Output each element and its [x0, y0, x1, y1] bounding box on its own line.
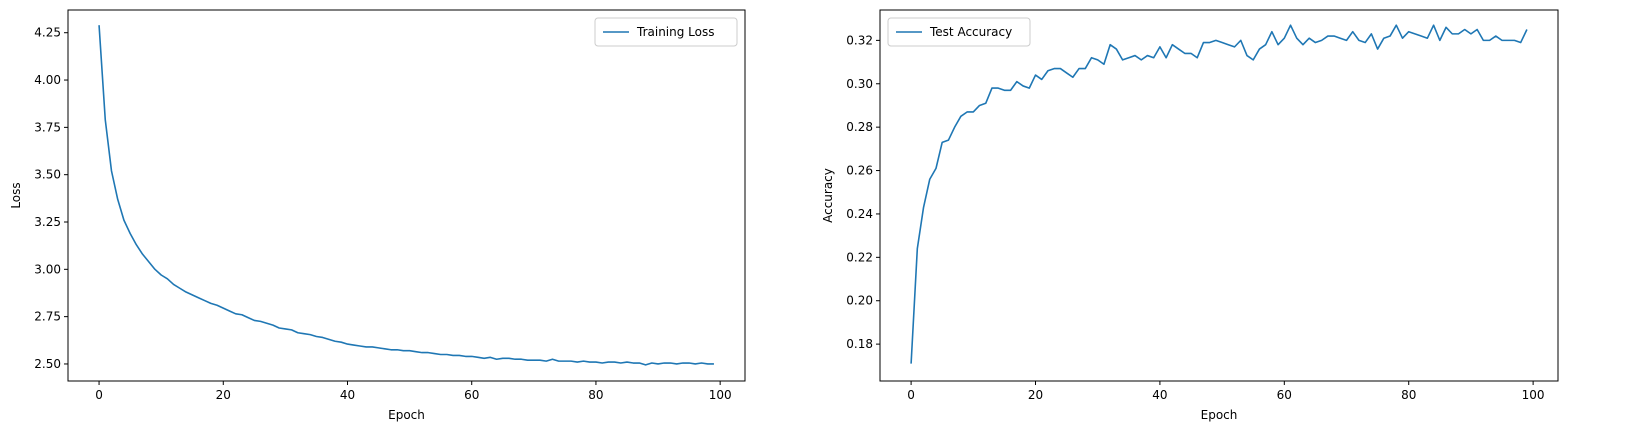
- chart2-x-tick-label: 80: [1401, 388, 1416, 402]
- chart1-y-tick-label: 3.75: [34, 120, 61, 134]
- chart1-x-tick-label: 0: [95, 388, 103, 402]
- chart1-x-axis-label: Epoch: [388, 408, 425, 422]
- chart1-series-line: [98, 25, 714, 366]
- chart2-y-tick-label: 0.24: [846, 207, 873, 221]
- chart2-y-tick-label: 0.20: [846, 294, 873, 308]
- chart1-legend-box: [594, 17, 738, 47]
- chart1-y-tick-label: 4.00: [34, 73, 61, 87]
- chart1-y-tick-label: 2.50: [34, 357, 61, 371]
- chart1-y-tick-label: 3.50: [34, 168, 61, 182]
- chart1-legend-label: Training Loss: [636, 25, 714, 39]
- chart1-y-tick-label: 2.75: [34, 310, 61, 324]
- chart1-y-tick-label: 4.25: [34, 26, 61, 40]
- chart2-y-tick-label: 0.26: [846, 164, 873, 178]
- chart2-x-tick-label: 20: [1028, 388, 1043, 402]
- chart2-legend-box: [887, 17, 1031, 47]
- chart2-x-tick-label: 0: [907, 388, 915, 402]
- chart2-plot-frame: [879, 9, 1559, 382]
- chart1-plot-frame: [67, 9, 746, 382]
- chart1-x-tick-label: 100: [709, 388, 732, 402]
- chart1-y-tick-label: 3.00: [34, 262, 61, 276]
- chart1-y-axis-label: Loss: [9, 182, 23, 208]
- chart2-x-tick-label: 60: [1277, 388, 1292, 402]
- chart2-y-tick-label: 0.30: [846, 77, 873, 91]
- chart2-y-tick-label: 0.32: [846, 33, 873, 47]
- chart2-x-tick-label: 40: [1152, 388, 1167, 402]
- chart2-y-axis-label: Accuracy: [821, 168, 835, 223]
- chart2-x-tick-label: 100: [1522, 388, 1545, 402]
- chart1-x-tick-label: 80: [588, 388, 603, 402]
- chart2-legend-label: Test Accuracy: [929, 25, 1012, 39]
- chart1-y-tick-label: 3.25: [34, 215, 61, 229]
- chart2-y-tick-label: 0.18: [846, 337, 873, 351]
- chart2-y-tick-label: 0.22: [846, 250, 873, 264]
- chart1-x-tick-label: 40: [340, 388, 355, 402]
- chart1-x-tick-label: 20: [216, 388, 231, 402]
- chart2-series-line: [910, 24, 1528, 364]
- chart2-y-tick-label: 0.28: [846, 120, 873, 134]
- chart2-x-axis-label: Epoch: [1201, 408, 1238, 422]
- chart1-x-tick-label: 60: [464, 388, 479, 402]
